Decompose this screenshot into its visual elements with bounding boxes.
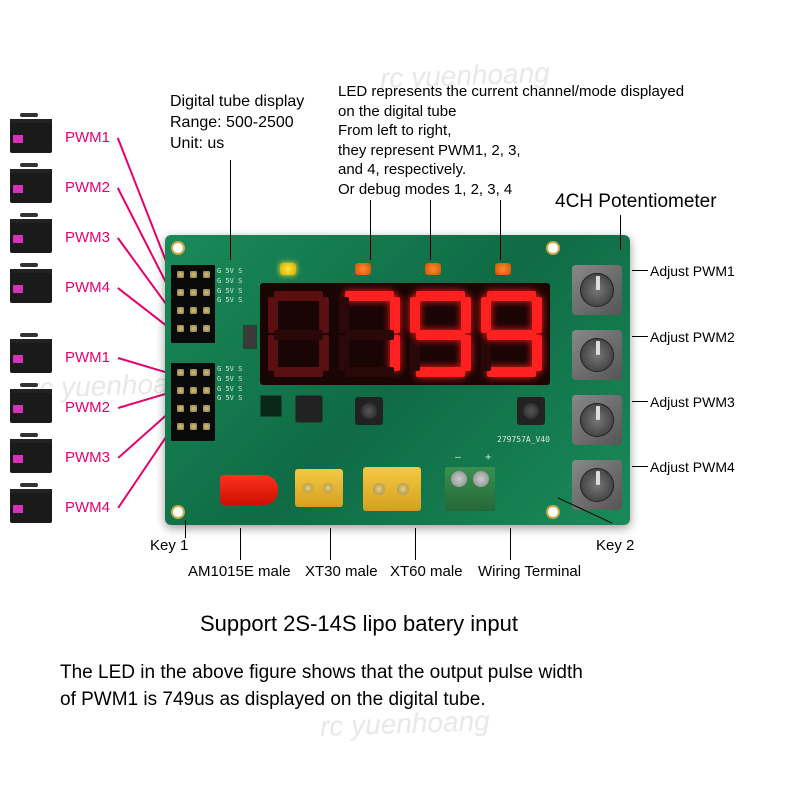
seven-segment-display: [260, 283, 550, 385]
capacitor: [243, 325, 257, 349]
mounting-hole: [546, 505, 560, 519]
pin-header-bottom[interactable]: [171, 363, 215, 441]
silkscreen-rev: 279757A_V40: [497, 435, 550, 444]
silkscreen: G 5V SG 5V SG 5V SG 5V S: [217, 267, 242, 306]
pwm-label-6: PWM2: [65, 399, 110, 416]
digit-2: [337, 289, 402, 379]
servo-6: [10, 385, 60, 425]
am1015-label: AM1015E male: [188, 562, 291, 582]
callout-line: [632, 401, 648, 402]
adjust-pwm1-label: Adjust PWM1: [650, 262, 735, 280]
key-1-button[interactable]: [355, 397, 383, 425]
xt60-connector[interactable]: [363, 467, 421, 511]
am1015-connector[interactable]: [220, 475, 278, 505]
callout-line: [330, 528, 331, 560]
mounting-hole: [171, 505, 185, 519]
wiring-label: Wiring Terminal: [478, 562, 581, 582]
callout-line: [632, 466, 648, 467]
pwm-label-8: PWM4: [65, 499, 110, 516]
key-2-button[interactable]: [517, 397, 545, 425]
callout-line: [415, 528, 416, 560]
servo-8: [10, 485, 60, 525]
adjust-pwm4-label: Adjust PWM4: [650, 458, 735, 476]
potentiometer-title: 4CH Potentiometer: [555, 190, 717, 215]
callout-line: [632, 336, 648, 337]
status-led-4: [495, 263, 511, 275]
key2-label: Key 2: [596, 536, 634, 556]
callout-line: [430, 200, 431, 260]
status-led-2: [355, 263, 371, 275]
servo-7: [10, 435, 60, 475]
potentiometer-4[interactable]: [572, 460, 622, 510]
servo-5: [10, 335, 60, 375]
digital-tube-label: Digital tube display Range: 500-2500 Uni…: [170, 92, 304, 154]
potentiometer-3[interactable]: [572, 395, 622, 445]
inductor: [295, 395, 323, 423]
footer-text: The LED in the above figure shows that t…: [60, 660, 583, 713]
callout-line: [510, 528, 511, 560]
pwm-label-2: PWM2: [65, 179, 110, 196]
callout-line: [500, 200, 501, 260]
potentiometer-1[interactable]: [572, 265, 622, 315]
wiring-terminal[interactable]: [445, 467, 495, 511]
pwm-label-3: PWM3: [65, 229, 110, 246]
callout-line: [370, 200, 371, 260]
led-description-label: LED represents the current channel/mode …: [338, 82, 684, 199]
pwm-label-1: PWM1: [65, 129, 110, 146]
potentiometer-2[interactable]: [572, 330, 622, 380]
status-led-3: [425, 263, 441, 275]
xt30-label: XT30 male: [305, 562, 378, 582]
key1-label: Key 1: [150, 536, 188, 556]
pcb-board: G 5V SG 5V SG 5V SG 5V S G 5V SG 5V SG 5…: [165, 235, 630, 525]
callout-line: [185, 520, 186, 538]
callout-line: [240, 528, 241, 560]
status-led-1: [280, 263, 296, 275]
adjust-pwm3-label: Adjust PWM3: [650, 393, 735, 411]
servo-1: [10, 115, 60, 155]
digit-1: [266, 289, 331, 379]
polarity-label: – +: [455, 452, 491, 463]
mounting-hole: [171, 241, 185, 255]
servo-2: [10, 165, 60, 205]
xt30-connector[interactable]: [295, 469, 343, 507]
pwm-label-4: PWM4: [65, 279, 110, 296]
silkscreen: G 5V SG 5V SG 5V SG 5V S: [217, 365, 242, 404]
servo-3: [10, 215, 60, 255]
callout-line: [620, 215, 621, 250]
mounting-hole: [546, 241, 560, 255]
servo-4: [10, 265, 60, 305]
digit-4: [479, 289, 544, 379]
callout-line: [632, 270, 648, 271]
digit-3: [408, 289, 473, 379]
ic-chip: [260, 395, 282, 417]
pwm-label-5: PWM1: [65, 349, 110, 366]
pin-header-top[interactable]: [171, 265, 215, 343]
pwm-label-7: PWM3: [65, 449, 110, 466]
adjust-pwm2-label: Adjust PWM2: [650, 328, 735, 346]
xt60-label: XT60 male: [390, 562, 463, 582]
support-text: Support 2S-14S lipo batery input: [200, 610, 518, 639]
callout-line: [230, 160, 231, 260]
